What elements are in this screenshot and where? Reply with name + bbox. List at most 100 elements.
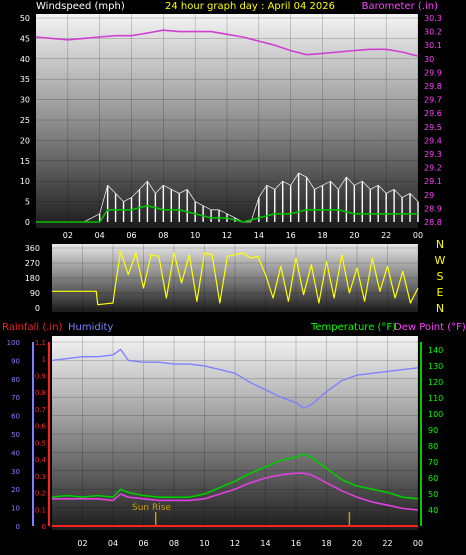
- hum-tick-20: 20: [11, 486, 20, 494]
- axis-bars: [32, 342, 422, 526]
- windspeed-label: Windspeed (mph): [36, 1, 125, 12]
- baro-tick-29.6: 29.6: [424, 109, 442, 118]
- series-barometer: [35, 29, 419, 57]
- temp-x-tick-20: 20: [352, 539, 362, 548]
- hum-tick-90: 90: [11, 357, 20, 365]
- temp-tick-50: 50: [428, 490, 438, 499]
- hum-tick-50: 50: [11, 431, 20, 439]
- hum-tick-80: 80: [11, 376, 20, 384]
- rain-tick-1: 1: [42, 356, 46, 364]
- temp-x-tick-08: 08: [169, 539, 179, 548]
- wind-x-tick-14: 14: [254, 231, 264, 240]
- baro-tick-29.3: 29.3: [424, 150, 442, 159]
- rain-tick-1.1: 1.1: [35, 339, 46, 347]
- series-temperature: [51, 453, 419, 500]
- direction-grid: [52, 244, 419, 312]
- rain-y-axis: 0 0.1 0.2 0.3 0.4 0.5 0.6 0.7 0.8 0.9 1 1.1: [35, 339, 47, 531]
- hum-tick-40: 40: [11, 449, 20, 457]
- baro-tick-29.7: 29.7: [424, 96, 442, 105]
- wind-x-tick-10: 10: [190, 231, 200, 240]
- temp-grid: [52, 336, 419, 530]
- wind-tick-30: 30: [20, 96, 30, 105]
- baro-tick-29.8: 29.8: [424, 82, 442, 91]
- temperature-label: Temperature (°F): [310, 322, 396, 333]
- temp-tick-70: 70: [428, 458, 438, 467]
- temp-x-tick-18: 18: [321, 539, 331, 548]
- dewpoint-label: Dew Point (°F): [394, 322, 466, 333]
- wind-y-axis-left: 0 5 10 15 20 25 30 35 40 45 50: [20, 14, 30, 227]
- temp-x-axis: 02 04 06 08 10 12 14 16 18 20 22 00: [77, 539, 423, 548]
- baro-tick-30.3: 30.3: [424, 14, 442, 23]
- sun-markers: [154, 512, 351, 526]
- wind-x-tick-04: 04: [95, 231, 105, 240]
- temp-tick-80: 80: [428, 442, 438, 451]
- temperature-y-axis: 40 50 60 70 80 90 100 110 120 130 140: [428, 346, 443, 515]
- temp-x-tick-04: 04: [108, 539, 118, 548]
- humidity-y-axis: 0 10 20 30 40 50 60 70 80 90 100: [7, 339, 20, 531]
- temp-series-group: [51, 348, 419, 527]
- temp-x-tick-12: 12: [230, 539, 240, 548]
- baro-tick-29.2: 29.2: [424, 164, 442, 173]
- wind-x-axis: 02 04 06 08 10 12 14 16 18 20 22 00: [63, 231, 423, 240]
- wind-tick-10: 10: [20, 177, 30, 186]
- rain-tick-0: 0: [42, 523, 46, 531]
- compass-s: S: [437, 270, 444, 283]
- rain-tick-0.6: 0.6: [35, 423, 47, 431]
- compass-e: E: [437, 286, 444, 299]
- baro-tick-29.9: 29.9: [424, 68, 442, 77]
- compass-n-top: N: [436, 238, 444, 251]
- temp-tick-40: 40: [428, 506, 438, 515]
- temp-tick-120: 120: [428, 378, 443, 387]
- wind-tick-45: 45: [20, 34, 30, 43]
- direction-panel: 0 90 180 270 360 N W S E N: [25, 238, 446, 315]
- wind-tick-35: 35: [20, 75, 30, 84]
- wind-x-tick-22: 22: [381, 231, 391, 240]
- wind-tick-50: 50: [20, 14, 30, 23]
- baro-tick-29.5: 29.5: [424, 123, 442, 132]
- sunrise-label: Sun Rise: [132, 503, 171, 513]
- temp-x-tick-00: 00: [413, 539, 423, 548]
- hum-tick-30: 30: [11, 468, 20, 476]
- wind-tick-15: 15: [20, 157, 30, 166]
- temp-tick-110: 110: [428, 394, 443, 403]
- direction-series-group: [52, 250, 419, 306]
- rain-tick-0.9: 0.9: [35, 372, 46, 380]
- temp-tick-100: 100: [428, 410, 443, 419]
- wind-tick-25: 25: [20, 116, 30, 125]
- temp-tick-130: 130: [428, 362, 443, 371]
- dir-tick-180: 180: [25, 274, 40, 283]
- dir-tick-0: 0: [35, 304, 40, 313]
- direction-y-axis: 0 90 180 270 360: [25, 244, 40, 313]
- hum-tick-100: 100: [7, 339, 20, 347]
- wind-tick-40: 40: [20, 55, 30, 64]
- series-avg-wind: [36, 204, 418, 223]
- hum-tick-0: 0: [16, 523, 20, 531]
- baro-tick-30: 30: [424, 55, 434, 64]
- temp-x-tick-16: 16: [291, 539, 301, 548]
- wind-x-tick-02: 02: [63, 231, 73, 240]
- dir-tick-360: 360: [25, 244, 40, 253]
- rain-tick-0.5: 0.5: [35, 439, 46, 447]
- temp-tick-140: 140: [428, 346, 443, 355]
- wind-x-tick-06: 06: [126, 231, 136, 240]
- rain-tick-0.3: 0.3: [35, 473, 46, 481]
- wind-x-tick-12: 12: [222, 231, 232, 240]
- hum-tick-10: 10: [11, 505, 20, 513]
- baro-tick-29: 29: [424, 191, 434, 200]
- rain-tick-0.2: 0.2: [35, 490, 46, 498]
- wind-series-group: [35, 29, 419, 223]
- rain-tick-0.8: 0.8: [35, 389, 46, 397]
- compass-n-bottom: N: [436, 302, 444, 315]
- dir-tick-270: 270: [25, 259, 40, 268]
- baro-tick-28.8: 28.8: [424, 218, 442, 227]
- wind-x-tick-16: 16: [286, 231, 296, 240]
- series-dewpoint: [52, 472, 419, 511]
- graph-title: 24 hour graph day : April 04 2026: [165, 1, 335, 12]
- humidity-label: Humidity: [68, 322, 113, 333]
- wind-x-tick-20: 20: [349, 231, 359, 240]
- wind-x-tick-00: 00: [413, 231, 423, 240]
- temp-x-tick-22: 22: [382, 539, 392, 548]
